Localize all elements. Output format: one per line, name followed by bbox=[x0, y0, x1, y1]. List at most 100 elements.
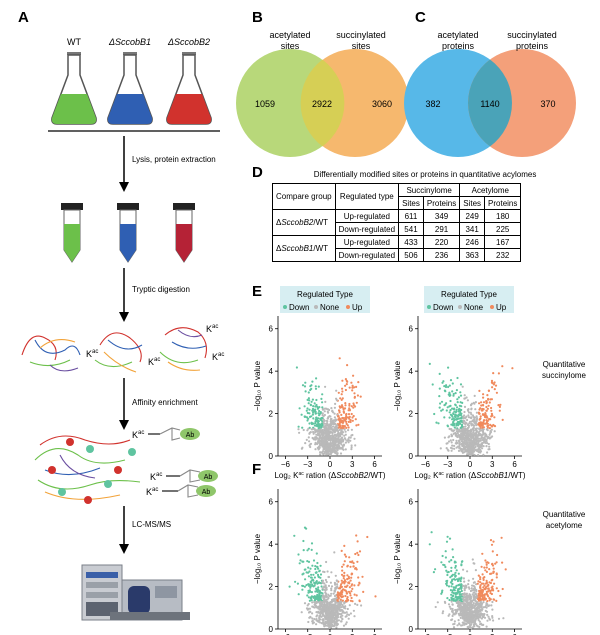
data-point bbox=[450, 433, 453, 436]
data-point bbox=[311, 612, 314, 615]
data-point bbox=[475, 589, 478, 593]
data-point bbox=[336, 600, 339, 603]
data-point bbox=[342, 448, 345, 451]
data-point bbox=[448, 427, 451, 430]
x-tick-label: 0 bbox=[468, 460, 473, 469]
data-point bbox=[488, 445, 491, 448]
data-point bbox=[323, 586, 326, 589]
data-point bbox=[476, 443, 479, 446]
data-point bbox=[445, 402, 448, 405]
data-point bbox=[288, 585, 291, 588]
data-point bbox=[492, 571, 495, 575]
y-axis-label: −log₁₀ P value bbox=[253, 360, 262, 411]
data-point bbox=[303, 385, 307, 388]
data-point bbox=[454, 418, 457, 421]
data-point bbox=[447, 603, 451, 606]
data-point bbox=[331, 623, 334, 627]
data-point bbox=[313, 595, 316, 598]
data-point bbox=[343, 425, 346, 428]
data-point bbox=[474, 441, 477, 444]
data-point bbox=[319, 417, 322, 420]
data-point bbox=[460, 563, 463, 566]
data-point bbox=[475, 595, 478, 598]
data-point bbox=[342, 588, 345, 591]
data-point bbox=[453, 429, 456, 432]
data-point bbox=[477, 580, 480, 583]
data-point bbox=[339, 397, 342, 400]
x-tick-label: −6 bbox=[281, 460, 291, 469]
data-point bbox=[489, 423, 492, 426]
data-point bbox=[297, 553, 300, 556]
data-point bbox=[341, 589, 344, 593]
data-point bbox=[460, 440, 463, 443]
data-point bbox=[344, 448, 347, 451]
data-point bbox=[451, 390, 454, 393]
data-point bbox=[331, 448, 335, 451]
data-point bbox=[309, 585, 312, 588]
group-cell-b2: ΔSccobB2/WT bbox=[272, 209, 336, 236]
data-point bbox=[451, 578, 454, 581]
data-point bbox=[302, 549, 305, 552]
data-point bbox=[448, 605, 451, 608]
data-point bbox=[296, 582, 299, 585]
data-point bbox=[314, 412, 317, 415]
data-point bbox=[474, 592, 477, 595]
data-point bbox=[452, 438, 455, 442]
data-point bbox=[484, 422, 488, 425]
data-point bbox=[332, 608, 336, 611]
data-point bbox=[452, 432, 455, 435]
data-point bbox=[482, 601, 485, 604]
data-point bbox=[352, 609, 355, 612]
data-point bbox=[479, 415, 482, 418]
data-point bbox=[324, 426, 327, 429]
data-point bbox=[463, 580, 466, 583]
data-point bbox=[467, 411, 471, 414]
data-point bbox=[489, 418, 492, 421]
data-point bbox=[351, 433, 354, 437]
data-point bbox=[458, 622, 461, 625]
data-point bbox=[482, 396, 485, 399]
data-point bbox=[319, 439, 322, 442]
data-point bbox=[307, 397, 310, 400]
data-point bbox=[478, 408, 481, 411]
legend-up-left: Up bbox=[352, 303, 363, 312]
data-point bbox=[469, 411, 472, 414]
data-point bbox=[324, 624, 328, 627]
data-point bbox=[298, 407, 301, 410]
data-point bbox=[357, 553, 360, 557]
data-point bbox=[336, 604, 339, 607]
data-point bbox=[312, 585, 315, 588]
data-point bbox=[341, 387, 344, 390]
data-point bbox=[470, 587, 473, 590]
data-point bbox=[497, 589, 500, 593]
data-point bbox=[501, 365, 504, 368]
data-point bbox=[473, 604, 476, 607]
data-point bbox=[345, 615, 348, 618]
data-point bbox=[482, 401, 486, 404]
data-point bbox=[314, 422, 317, 425]
row-f-label-2: acetylome bbox=[546, 521, 583, 530]
data-point bbox=[475, 437, 478, 440]
y-tick-label: 6 bbox=[409, 325, 414, 334]
data-point bbox=[327, 584, 331, 588]
data-point bbox=[328, 603, 331, 606]
data-point bbox=[315, 552, 318, 555]
data-point bbox=[488, 568, 491, 571]
table-row-type: Down-regulated bbox=[334, 222, 400, 236]
data-point bbox=[482, 453, 485, 456]
data-point bbox=[453, 447, 456, 450]
data-point bbox=[450, 449, 453, 452]
data-point bbox=[463, 587, 466, 590]
data-point bbox=[488, 597, 491, 600]
data-point bbox=[469, 619, 472, 622]
data-point bbox=[454, 403, 457, 406]
data-point bbox=[353, 396, 356, 399]
data-point bbox=[463, 394, 466, 397]
data-point bbox=[470, 402, 474, 405]
data-point bbox=[480, 401, 483, 404]
data-point bbox=[347, 429, 350, 432]
y-tick-label: 4 bbox=[269, 367, 274, 376]
data-point bbox=[328, 623, 332, 626]
data-point bbox=[307, 427, 310, 430]
data-point bbox=[491, 600, 494, 604]
